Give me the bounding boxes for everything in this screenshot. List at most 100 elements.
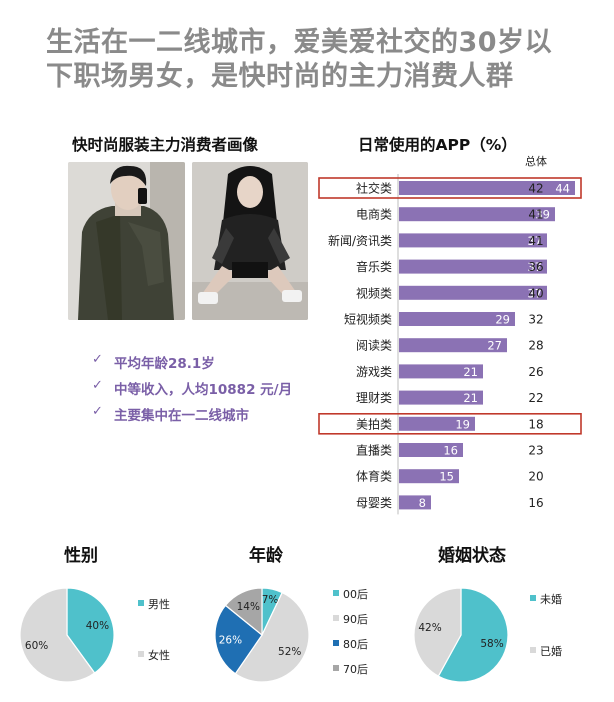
highlight-box	[318, 412, 582, 435]
legend-label: 男性	[148, 597, 170, 611]
bar	[399, 312, 515, 326]
headline-line-1: 生活在一二线城市，爱美爱社交的30岁以	[46, 27, 553, 58]
consumer-profile-title: 快时尚服装主力消费者画像	[72, 136, 259, 154]
overall-value-label: 41	[528, 234, 543, 248]
legend-label: 00后	[343, 588, 368, 601]
pie-value-label: 42%	[418, 622, 441, 634]
category-label: 直播类	[356, 444, 392, 458]
bar	[399, 259, 547, 274]
bar	[399, 495, 431, 510]
legend-label: 已婚	[540, 644, 562, 658]
category-label: 母婴类	[356, 496, 392, 510]
check-icon: ✓	[92, 378, 103, 393]
legend-swatch	[530, 647, 536, 653]
category-label: 游戏类	[356, 365, 392, 379]
bar	[399, 233, 547, 248]
pie-value-label: 14%	[237, 601, 260, 613]
category-label: 阅读类	[356, 339, 392, 353]
headline-line-2: 下职场男女，是快时尚的主力消费人群	[46, 61, 514, 92]
category-label: 音乐类	[356, 259, 392, 274]
bar-value-label: 21	[463, 365, 478, 379]
legend-label: 70后	[343, 663, 368, 676]
pie-value-label: 26%	[219, 635, 242, 647]
legend-swatch	[333, 590, 339, 596]
overall-value-label: 41	[528, 208, 543, 222]
pie-value-label: 40%	[86, 620, 109, 632]
bar	[399, 338, 507, 353]
overall-column-header: 总体	[525, 154, 547, 168]
app-chart-title: 日常使用的APP（%）	[358, 136, 517, 154]
bar	[399, 416, 475, 431]
overall-value-label: 18	[528, 417, 543, 431]
check-icon: ✓	[92, 404, 103, 419]
bar-value-label: 27	[487, 339, 502, 353]
category-label: 电商类	[356, 207, 392, 222]
pie-slice	[413, 587, 462, 678]
legend-label: 女性	[148, 648, 170, 662]
bar-value-label: 19	[455, 417, 470, 431]
pie-slice	[437, 587, 509, 683]
pie-value-label: 60%	[25, 640, 48, 652]
bar-value-label: 15	[439, 470, 454, 484]
age-pie-chart: 7% 52% 26% 14% 00后 90后 80后 70后	[214, 587, 368, 683]
overall-value-label: 36	[528, 260, 543, 274]
legend-label: 80后	[343, 638, 368, 651]
bar	[399, 469, 459, 484]
pie-value-label: 7%	[262, 594, 279, 606]
overall-value-label: 23	[528, 444, 543, 458]
legend-swatch	[138, 600, 144, 606]
page-headline: 生活在一二线城市，爱美爱社交的30岁以 下职场男女，是快时尚的主力消费人群	[46, 26, 606, 94]
bar	[399, 390, 483, 405]
pie-value-label: 52%	[278, 646, 301, 658]
overall-value-label: 40	[528, 286, 543, 300]
category-label: 视频类	[356, 285, 392, 300]
bullet-text: 主要集中在一二线城市	[114, 408, 249, 424]
highlight-box	[318, 177, 582, 199]
pie-slice	[234, 591, 310, 683]
bar-value-label: 29	[495, 313, 510, 327]
overall-value-label: 20	[528, 470, 543, 484]
overall-value-label: 32	[528, 313, 543, 327]
legend-swatch	[138, 651, 144, 657]
bar	[399, 443, 463, 457]
bar-value-label: 39	[535, 208, 550, 222]
bar-value-label: 21	[463, 391, 478, 405]
bar-value-label: 37	[527, 260, 542, 274]
bar-value-label: 37	[527, 286, 542, 300]
category-label: 体育类	[356, 469, 392, 484]
category-label: 美拍类	[356, 416, 392, 431]
gender-pie-title: 性别	[64, 546, 98, 566]
bar-value-label: 8	[419, 496, 426, 510]
pie-slice	[214, 604, 263, 675]
legend-swatch	[333, 615, 339, 621]
bar-value-label: 16	[443, 444, 458, 458]
female-consumer-photo	[192, 162, 308, 320]
category-label: 理财类	[356, 391, 392, 405]
legend-label: 90后	[343, 613, 368, 626]
male-consumer-photo	[68, 162, 185, 320]
category-label: 新闻/资讯类	[328, 233, 392, 248]
legend-swatch	[333, 640, 339, 646]
legend-label: 未婚	[540, 592, 562, 606]
pie-slice	[66, 587, 115, 674]
bullet-text: 中等收入，人均10882 元/月	[114, 382, 293, 398]
category-label: 社交类	[356, 181, 392, 196]
legend-swatch	[530, 595, 536, 601]
overall-value-label: 16	[528, 496, 543, 510]
pie-slice	[19, 587, 96, 683]
bar	[399, 285, 547, 300]
pie-value-label: 58%	[480, 638, 503, 650]
bullet-text: 平均年龄28.1岁	[114, 356, 215, 372]
overall-value-label: 28	[528, 339, 543, 353]
bar-value-label: 44	[555, 182, 570, 196]
bar	[399, 207, 555, 222]
bar	[399, 181, 575, 195]
bar-value-label: 37	[527, 234, 542, 248]
age-pie-title: 年龄	[249, 546, 283, 566]
marital-pie-title: 婚姻状态	[438, 546, 506, 566]
bar	[399, 364, 483, 379]
legend-swatch	[333, 665, 339, 671]
